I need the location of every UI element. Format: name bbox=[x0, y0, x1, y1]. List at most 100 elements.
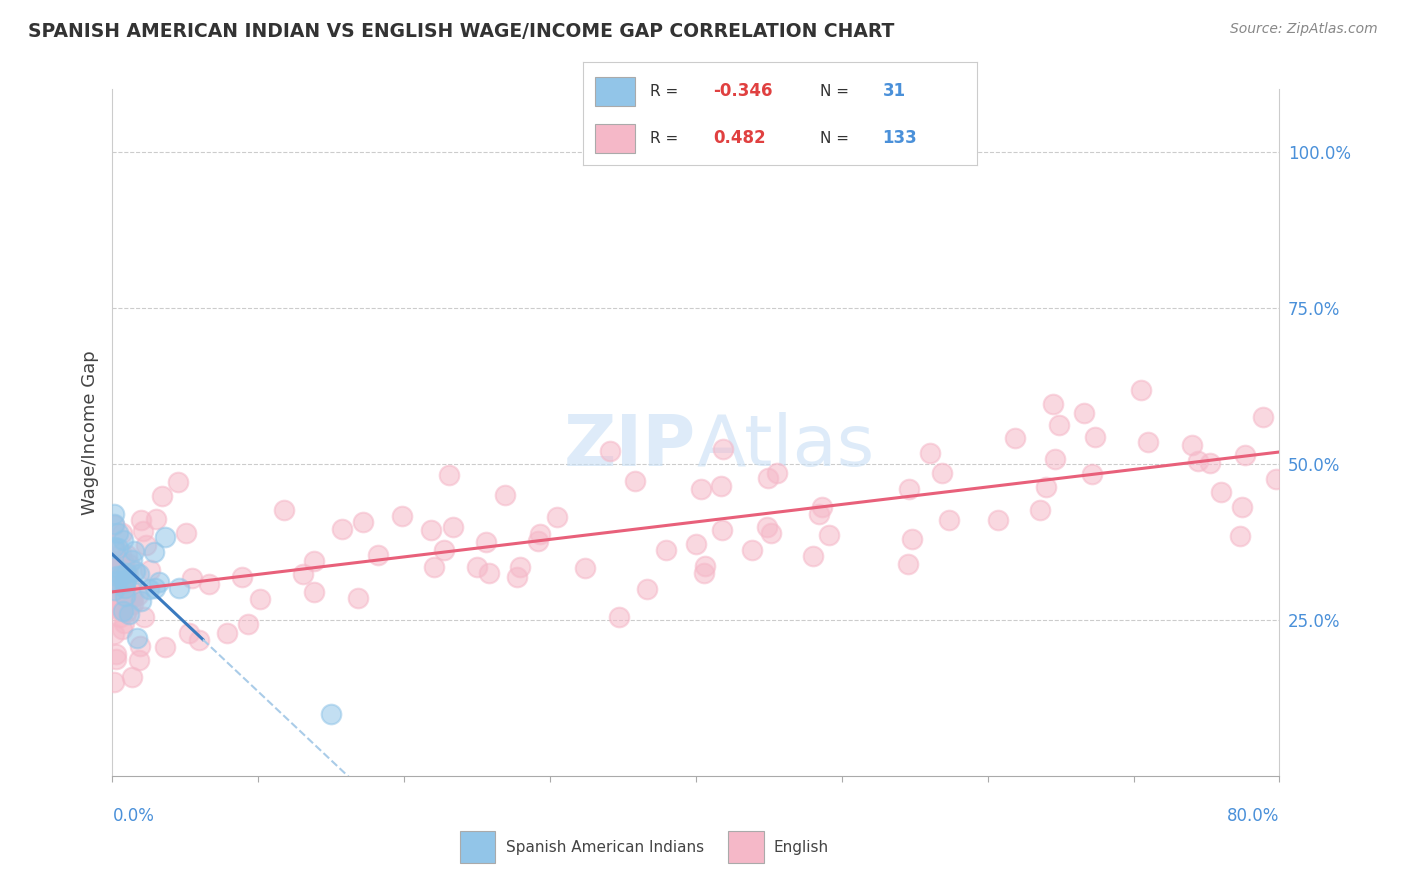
Point bbox=[115, 548, 138, 562]
Text: 0.482: 0.482 bbox=[713, 129, 766, 147]
Point bbox=[529, 526, 551, 541]
Point bbox=[494, 488, 516, 502]
Point bbox=[710, 479, 733, 493]
Point bbox=[120, 590, 142, 604]
Text: N =: N = bbox=[820, 84, 853, 99]
Point bbox=[437, 468, 460, 483]
Point bbox=[107, 582, 129, 597]
Point bbox=[546, 509, 568, 524]
Point bbox=[103, 583, 125, 598]
Text: 0.0%: 0.0% bbox=[112, 807, 155, 825]
Point bbox=[124, 564, 146, 578]
Point bbox=[346, 591, 368, 606]
Point bbox=[114, 589, 136, 603]
Point bbox=[128, 567, 150, 582]
Point bbox=[920, 446, 942, 460]
Point bbox=[1198, 456, 1220, 470]
Point bbox=[231, 570, 253, 584]
Point bbox=[103, 507, 125, 521]
Point bbox=[103, 675, 125, 690]
Point bbox=[1081, 467, 1104, 482]
Bar bbox=[460, 831, 495, 863]
Point bbox=[1043, 451, 1066, 466]
Point bbox=[506, 569, 529, 583]
Point bbox=[120, 597, 142, 611]
Point bbox=[766, 466, 789, 480]
Point bbox=[1029, 503, 1052, 517]
Point bbox=[114, 563, 136, 577]
Point bbox=[115, 573, 138, 587]
Point bbox=[1233, 448, 1256, 462]
Point bbox=[1137, 434, 1160, 449]
Point bbox=[422, 560, 444, 574]
Point bbox=[1073, 406, 1095, 420]
Point bbox=[897, 557, 920, 571]
Point bbox=[104, 562, 127, 576]
Point bbox=[121, 598, 143, 612]
Point bbox=[121, 670, 143, 684]
Text: 80.0%: 80.0% bbox=[1227, 807, 1279, 825]
Point bbox=[177, 626, 200, 640]
Point bbox=[321, 706, 343, 721]
Point bbox=[249, 592, 271, 607]
Bar bbox=[728, 831, 763, 863]
Point bbox=[110, 601, 132, 615]
Point bbox=[198, 577, 221, 591]
Point bbox=[1229, 528, 1251, 542]
Point bbox=[118, 576, 141, 591]
Point bbox=[107, 526, 129, 541]
Point bbox=[526, 533, 548, 548]
Point bbox=[433, 543, 456, 558]
Point bbox=[104, 559, 127, 574]
Point bbox=[105, 592, 128, 607]
Point bbox=[132, 610, 155, 624]
Point bbox=[129, 593, 152, 607]
Point bbox=[105, 568, 128, 582]
Text: English: English bbox=[773, 840, 830, 855]
Point bbox=[1042, 397, 1064, 411]
Point bbox=[112, 582, 135, 596]
Text: Source: ZipAtlas.com: Source: ZipAtlas.com bbox=[1230, 22, 1378, 37]
Point bbox=[181, 571, 204, 585]
Point bbox=[419, 524, 441, 538]
Point bbox=[117, 607, 139, 621]
Text: N =: N = bbox=[820, 131, 853, 146]
Point bbox=[938, 513, 960, 527]
Point bbox=[129, 513, 152, 527]
Point bbox=[987, 513, 1010, 527]
Bar bbox=[595, 124, 634, 153]
Point bbox=[107, 598, 129, 612]
Point bbox=[810, 500, 832, 514]
Point bbox=[103, 542, 125, 557]
Point bbox=[302, 584, 325, 599]
Text: ZIP: ZIP bbox=[564, 412, 696, 481]
Point bbox=[135, 538, 157, 552]
Point bbox=[898, 483, 921, 497]
Point bbox=[176, 526, 198, 541]
Point bbox=[110, 569, 132, 583]
Point bbox=[236, 616, 259, 631]
Point bbox=[475, 534, 498, 549]
Point bbox=[1047, 417, 1070, 432]
Point bbox=[111, 571, 134, 585]
Point bbox=[132, 524, 155, 538]
Point bbox=[801, 549, 824, 564]
Y-axis label: Wage/Income Gap: Wage/Income Gap bbox=[80, 351, 98, 515]
Point bbox=[330, 522, 353, 536]
Point bbox=[138, 582, 160, 596]
Point bbox=[121, 590, 143, 604]
Point bbox=[188, 632, 211, 647]
Point bbox=[115, 587, 138, 601]
Point bbox=[107, 541, 129, 556]
Point bbox=[145, 512, 167, 526]
Point bbox=[690, 482, 713, 496]
Point bbox=[103, 517, 125, 532]
Point bbox=[807, 507, 830, 521]
Point bbox=[1083, 429, 1105, 443]
Point bbox=[302, 554, 325, 568]
Point bbox=[107, 585, 129, 599]
Point bbox=[104, 647, 127, 661]
Point bbox=[755, 520, 778, 534]
Point bbox=[509, 560, 531, 574]
Point bbox=[756, 471, 779, 485]
